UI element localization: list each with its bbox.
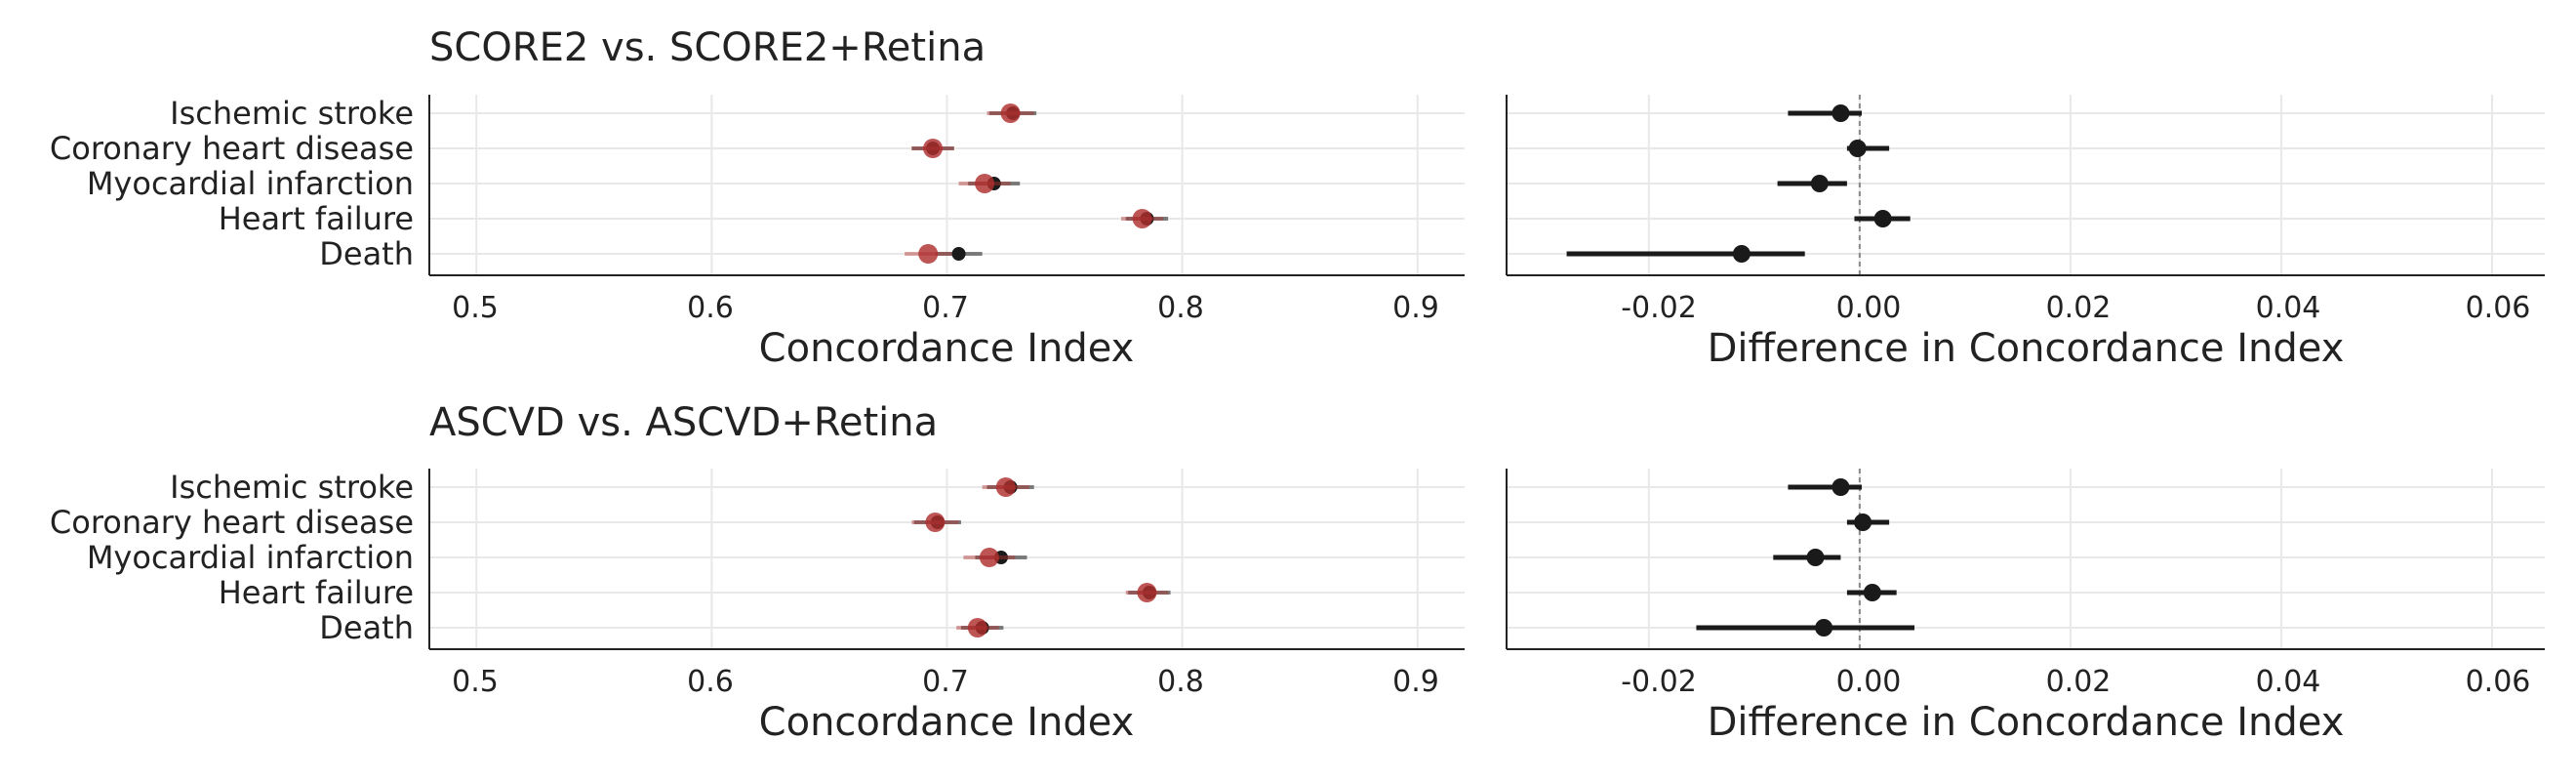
- x-axis-title: Concordance Index: [759, 326, 1135, 371]
- x-tick-label: 0.00: [1836, 291, 1902, 325]
- gridlines: [1507, 95, 2545, 275]
- data-point: [1848, 140, 1867, 157]
- retina-model-point: [979, 548, 999, 567]
- x-tick-label: 0.6: [687, 291, 734, 325]
- x-tick-label: 0.6: [687, 665, 734, 699]
- retina-model-point: [1137, 583, 1157, 602]
- y-tick-label: Myocardial infarction: [87, 539, 414, 576]
- data-marks: [1566, 95, 1911, 275]
- x-tick-label: 0.7: [922, 665, 969, 699]
- x-tick-label: 0.5: [452, 291, 499, 325]
- x-tick-labels: -0.02 0.00 0.02 0.04 0.06: [1621, 665, 2530, 699]
- data-point: [1873, 210, 1892, 227]
- data-point: [1863, 584, 1881, 601]
- gridlines: [1507, 469, 2545, 649]
- x-tick-label: 0.04: [2256, 665, 2321, 699]
- retina-model-point: [923, 139, 944, 158]
- x-tick-label: 0.02: [2046, 291, 2112, 325]
- data-point: [1732, 245, 1751, 263]
- x-tick-label: 0.9: [1392, 665, 1439, 699]
- data-point: [1806, 549, 1825, 566]
- y-tick-label: Death: [319, 235, 414, 272]
- data-point: [1815, 619, 1833, 637]
- y-tick-label: Heart failure: [219, 574, 414, 611]
- y-tick-label: Coronary heart disease: [50, 130, 414, 167]
- data-point: [1831, 478, 1850, 496]
- x-tick-labels: -0.02 0.00 0.02 0.04 0.06: [1621, 291, 2530, 325]
- panel-title-ascvd: ASCVD vs. ASCVD+Retina: [429, 400, 938, 445]
- x-tick-label: 0.8: [1157, 665, 1204, 699]
- gridlines: [429, 469, 1465, 649]
- data-point: [1831, 104, 1850, 122]
- data-point: [1854, 514, 1872, 531]
- x-tick-label: 0.9: [1392, 291, 1439, 325]
- y-tick-label: Myocardial infarction: [87, 165, 414, 202]
- x-axis-title: Concordance Index: [759, 700, 1135, 745]
- retina-model-point: [1000, 103, 1021, 123]
- retina-model-point: [995, 477, 1016, 497]
- x-tick-label: 0.5: [452, 665, 499, 699]
- x-tick-label: -0.02: [1621, 665, 1697, 699]
- score2-difference-panel: -0.02 0.00 0.02 0.04 0.06 Difference in …: [1506, 95, 2545, 371]
- baseline-model-point: [951, 247, 966, 261]
- x-tick-label: -0.02: [1621, 291, 1697, 325]
- gridlines: [429, 95, 1465, 275]
- ascvd-difference-panel: -0.02 0.00 0.02 0.04 0.06 Difference in …: [1506, 469, 2545, 745]
- panel-title-score2: SCORE2 vs. SCORE2+Retina: [429, 25, 986, 70]
- data-marks: [1696, 469, 1915, 649]
- x-tick-label: 0.7: [922, 291, 969, 325]
- y-tick-label: Heart failure: [219, 200, 414, 237]
- x-tick-label: 0.06: [2466, 665, 2531, 699]
- retina-model-point: [925, 513, 946, 532]
- data-marks: [911, 477, 1171, 637]
- retina-model-point: [918, 244, 939, 264]
- x-axis-title: Difference in Concordance Index: [1708, 326, 2345, 371]
- x-tick-labels: 0.5 0.6 0.7 0.8 0.9: [452, 665, 1439, 699]
- retina-model-point: [975, 174, 995, 193]
- x-tick-label: 0.02: [2046, 665, 2112, 699]
- y-tick-label: Coronary heart disease: [50, 504, 414, 541]
- y-tick-label: Ischemic stroke: [170, 95, 414, 132]
- y-tick-label: Death: [319, 609, 414, 646]
- x-axis-title: Difference in Concordance Index: [1708, 700, 2345, 745]
- data-marks: [905, 103, 1169, 264]
- x-tick-label: 0.06: [2466, 291, 2531, 325]
- y-tick-label: Ischemic stroke: [170, 469, 414, 506]
- x-tick-labels: 0.5 0.6 0.7 0.8 0.9: [452, 291, 1439, 325]
- x-tick-label: 0.00: [1836, 665, 1902, 699]
- retina-model-point: [1132, 209, 1152, 228]
- data-point: [1810, 175, 1829, 192]
- x-tick-label: 0.04: [2256, 291, 2321, 325]
- retina-model-point: [967, 618, 987, 637]
- x-tick-label: 0.8: [1157, 291, 1204, 325]
